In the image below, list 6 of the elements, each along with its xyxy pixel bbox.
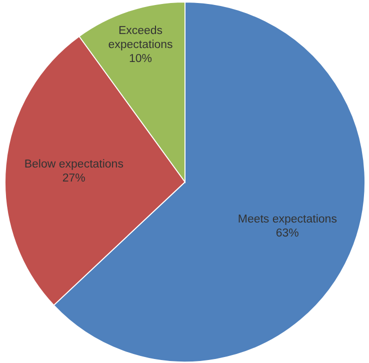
slice-label: Below expectations: [24, 158, 124, 171]
data-label: 63%: [276, 227, 299, 240]
slice-label: Exceeds expectations: [108, 25, 174, 52]
data-label: 27%: [62, 172, 86, 185]
slice-label: Meets expectations: [238, 213, 338, 226]
data-label: 10%: [128, 53, 152, 66]
